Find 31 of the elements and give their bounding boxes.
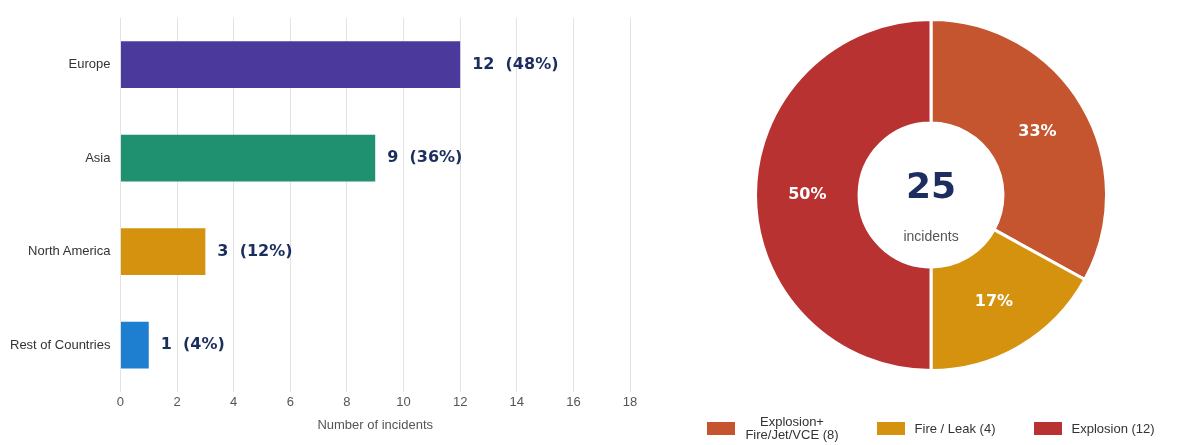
- x-tick-label: 0: [116, 394, 125, 410]
- x-tick-label: 8: [343, 394, 351, 410]
- y-tick-label: Rest of Countries: [10, 336, 111, 352]
- data-label: 33%: [1018, 121, 1057, 141]
- x-tick-label: 14: [509, 394, 524, 410]
- y-tick-label: North America: [28, 243, 112, 259]
- legend-label: Explosion+ Fire/Jet/VCE (8): [745, 414, 839, 442]
- data-label: 1 (4%): [160, 334, 225, 354]
- legend-label: Fire / Leak (4): [914, 420, 996, 436]
- data-label: 17%: [974, 290, 1014, 310]
- bar: [120, 41, 461, 88]
- data-label: 12 (48%): [472, 53, 559, 73]
- data-label: 9 (36%): [387, 147, 463, 167]
- x-tick-label: 18: [622, 394, 638, 410]
- bar: [120, 321, 149, 369]
- x-tick-label: 12: [452, 394, 468, 410]
- text: incidents: [903, 227, 959, 244]
- data-label: 3 (12%): [217, 240, 293, 260]
- y-tick-label: Europe: [68, 56, 111, 72]
- x-tick-label: 6: [286, 394, 294, 410]
- data-label: 50%: [788, 184, 827, 204]
- x-tick-label: 10: [396, 394, 411, 410]
- text: 25: [905, 165, 957, 207]
- x-tick-label: 16: [566, 394, 581, 410]
- x-tick-label: 4: [230, 394, 238, 410]
- bar: [120, 228, 206, 275]
- x-tick-label: 2: [173, 394, 181, 410]
- y-tick-label: Asia: [85, 149, 112, 165]
- x-axis-title: Number of incidents: [317, 416, 434, 432]
- legend-label: Explosion (12): [1071, 420, 1155, 436]
- bar: [120, 134, 376, 182]
